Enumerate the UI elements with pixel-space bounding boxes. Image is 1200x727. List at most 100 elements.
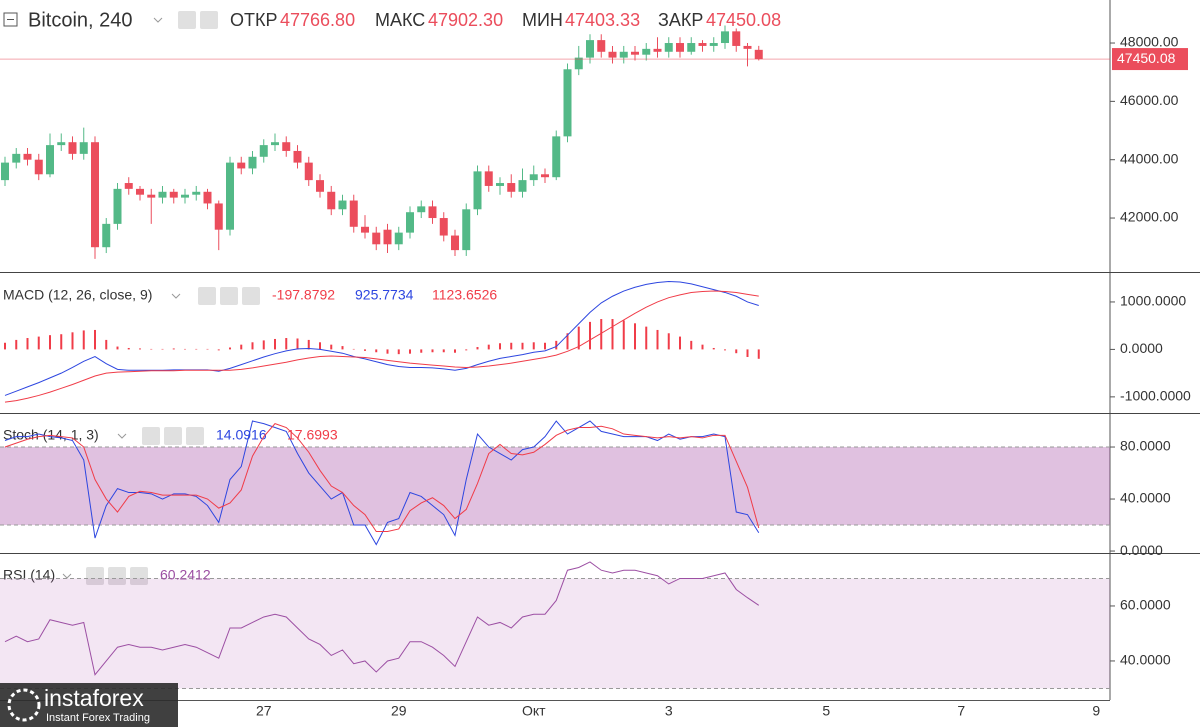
candle-body [158, 191, 167, 198]
histogram-bar [251, 342, 254, 350]
eye-icon[interactable] [178, 11, 196, 29]
band-fill [0, 578, 1110, 689]
histogram-bar [454, 349, 456, 353]
histogram-bar [206, 348, 209, 350]
histogram-bar [375, 349, 378, 353]
candle-body [439, 218, 448, 236]
candle-body [57, 142, 66, 146]
candle-body [597, 40, 606, 52]
candle-body [248, 156, 257, 169]
candle-body [181, 194, 189, 198]
y-tick-label: 60.0000 [1120, 597, 1171, 613]
histogram-bar [184, 348, 186, 350]
eye-icon[interactable] [142, 427, 160, 445]
candle-body [214, 203, 223, 230]
histogram-bar [262, 340, 265, 350]
y-tick-label: 44000.00 [1120, 150, 1179, 166]
ohlc-label: ОТКР [230, 10, 278, 30]
histogram-bar [656, 329, 659, 350]
indicator-value: 60.2412 [160, 567, 211, 583]
histogram-bar [499, 343, 501, 350]
x-tick-label: 9 [1092, 703, 1100, 719]
histogram-bar [645, 326, 648, 350]
candle-body [428, 206, 437, 219]
candle-body [743, 45, 752, 49]
last-price-label: 47450.08 [1117, 50, 1176, 66]
histogram-bar [431, 349, 434, 353]
histogram-bar [442, 349, 445, 353]
histogram-bar [217, 349, 220, 351]
candle-body [473, 171, 482, 210]
settings-icon[interactable] [200, 11, 218, 29]
candle-body [169, 191, 178, 198]
x-tick-label: Окт [522, 703, 546, 719]
indicator-value: -197.8792 [272, 287, 335, 303]
dropdown-icon[interactable] [171, 293, 181, 299]
y-tick-label: 40.0000 [1120, 652, 1171, 668]
histogram-bar [532, 342, 535, 350]
candle-body [91, 142, 99, 248]
candle-body [372, 232, 381, 245]
candle-body [304, 162, 313, 181]
settings-icon[interactable] [220, 287, 238, 305]
histogram-bar [49, 335, 51, 350]
candle-body [271, 142, 279, 146]
histogram-bar [127, 347, 130, 350]
candle-body [12, 153, 21, 163]
histogram-bar [476, 347, 479, 350]
histogram-bar [420, 349, 423, 353]
collapse-icon[interactable] [3, 12, 18, 27]
histogram-bar [577, 326, 580, 350]
candle-body [698, 43, 707, 46]
close-icon[interactable] [130, 567, 148, 585]
histogram-bar [116, 346, 119, 350]
indicator-title: MACD (12, 26, close, 9) [3, 287, 152, 303]
close-icon[interactable] [242, 287, 260, 305]
y-tick-label: 80.0000 [1120, 438, 1171, 454]
candle-body [608, 51, 617, 58]
settings-icon[interactable] [164, 427, 182, 445]
candle-body [484, 171, 493, 186]
marks: 42000.00 44000.00 46000.00 48000.00 -1000.00… [0, 10, 1191, 719]
candle-body [338, 200, 347, 210]
dropdown-icon[interactable] [153, 17, 163, 23]
histogram-bar [600, 319, 603, 350]
candle-body [676, 43, 684, 52]
settings-icon[interactable] [108, 567, 126, 585]
indicator-value: 925.7734 [355, 287, 414, 303]
candle-body [586, 40, 594, 58]
histogram-bar [319, 342, 321, 350]
histogram-bar [544, 342, 546, 350]
dropdown-icon[interactable] [117, 433, 127, 439]
candle-body [394, 232, 403, 245]
indicator-value: 1123.6526 [432, 287, 497, 303]
histogram-bar [285, 338, 288, 350]
candle-body [406, 212, 414, 233]
histogram-bar [150, 348, 153, 350]
candle-body [642, 48, 651, 55]
indicator-line [4, 290, 759, 403]
y-tick-label: 48000.00 [1120, 34, 1179, 50]
watermark-logo [7, 688, 41, 722]
ohlc-label: МАКС [375, 10, 425, 30]
x-tick-label: 7 [957, 703, 965, 719]
ohlc-label: МИН [522, 10, 563, 30]
histogram-bar [521, 342, 524, 350]
histogram-bar [105, 339, 108, 350]
indicator-value: 17.6993 [287, 427, 338, 443]
histogram-bar [94, 329, 96, 350]
watermark-brand: instaforex [44, 685, 144, 711]
candle-body [552, 136, 561, 178]
candle-body [46, 145, 54, 175]
candle-body [259, 145, 268, 157]
ohlc-value: 47766.80 [280, 10, 355, 30]
eye-icon[interactable] [198, 287, 216, 305]
watermark-tagline: Instant Forex Trading [46, 712, 150, 724]
eye-icon[interactable] [86, 567, 104, 585]
histogram-bar [274, 338, 276, 350]
candle-body [113, 188, 122, 224]
histogram-bar [701, 344, 704, 350]
candle-body [496, 183, 504, 186]
close-icon[interactable] [186, 427, 204, 445]
